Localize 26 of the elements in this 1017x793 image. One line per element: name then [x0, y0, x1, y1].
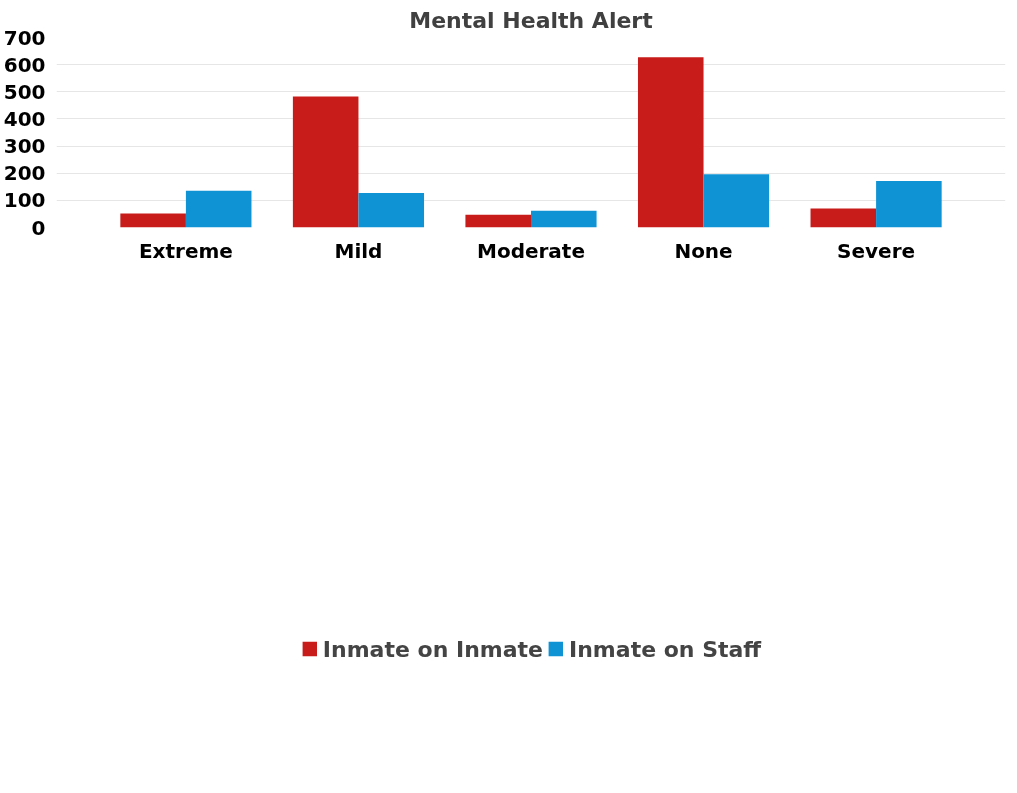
x-tick-label: Severe	[837, 238, 916, 263]
x-tick-label: None	[674, 238, 733, 263]
bar	[637, 57, 704, 228]
bar	[185, 190, 252, 228]
bar	[876, 181, 942, 228]
x-tick-label: Extreme	[138, 238, 233, 263]
bar	[292, 96, 359, 228]
x-tick-label: Mild	[334, 238, 383, 263]
y-tick-label: 400	[3, 106, 46, 131]
y-tick-label: 200	[3, 161, 46, 186]
bar	[810, 208, 877, 228]
y-tick-label: 600	[3, 52, 46, 77]
x-tick-label: Moderate	[477, 238, 586, 263]
legend-label: Inmate on Staff	[569, 636, 762, 662]
y-tick-label: 500	[3, 79, 46, 104]
y-tick-label: 0	[31, 215, 46, 240]
y-tick-label: 100	[3, 188, 46, 213]
y-tick-label: 300	[3, 134, 46, 159]
legend-label: Inmate on Inmate	[322, 636, 544, 662]
chart-title: Mental Health Alert	[409, 7, 654, 33]
bar	[358, 193, 425, 228]
bar	[703, 174, 770, 228]
bar	[120, 213, 186, 228]
y-tick-label: 700	[3, 25, 46, 50]
bar	[531, 210, 597, 228]
bar	[465, 214, 531, 228]
